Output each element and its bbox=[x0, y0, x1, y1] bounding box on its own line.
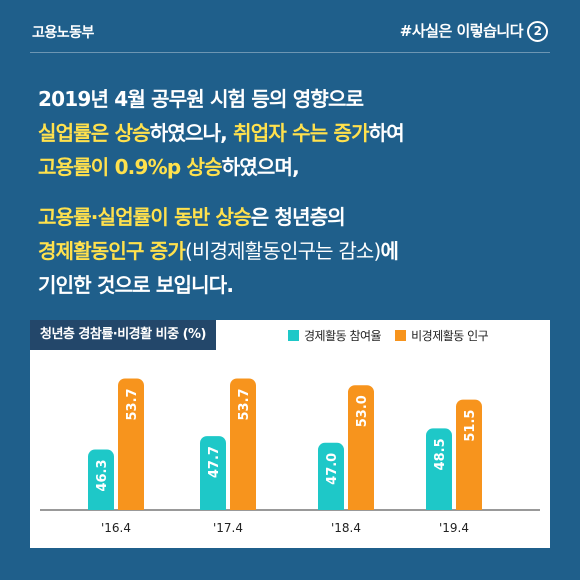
chart-legend: 경제활동 참여율 비경제활동 인구 bbox=[288, 320, 489, 350]
legend-item-series-2: 비경제활동 인구 bbox=[395, 327, 489, 344]
headline-line: 기인한 것으로 보입니다. bbox=[38, 268, 548, 302]
legend-item-series-1: 경제활동 참여율 bbox=[288, 327, 382, 344]
bar-base-0-0 bbox=[88, 503, 114, 510]
headline-highlight: 실업률은 상승 bbox=[38, 121, 151, 145]
headline-line: 고용률·실업률이 동반 상승은 청년층의 bbox=[38, 200, 548, 234]
brand-label: 고용노동부 bbox=[32, 25, 94, 41]
bar-participation-0 bbox=[88, 449, 114, 510]
x-tick-label-2: '18.4 bbox=[331, 521, 361, 535]
headline-text: 은 청년층의 bbox=[250, 205, 346, 229]
data-label-1-3: 51.5 bbox=[463, 410, 478, 442]
series-title: #사실은 이렇습니다 2 bbox=[400, 20, 548, 42]
header-divider bbox=[30, 52, 550, 53]
headline-text: 하였으며, bbox=[221, 155, 300, 179]
bar-base-1-2 bbox=[348, 503, 374, 510]
headline: 2019년 4월 공무원 시험 등의 영향으로 실업률은 상승하였으나, 취업자… bbox=[38, 82, 548, 302]
headline-text: 2019년 4월 공무원 시험 등의 영향으로 bbox=[38, 87, 364, 111]
data-label-0-3: 48.5 bbox=[433, 438, 448, 470]
headline-highlight: 고용률·실업률이 동반 상승 bbox=[38, 205, 252, 229]
headline-highlight: 취업자 수는 증가 bbox=[233, 121, 369, 145]
bar-inactive-1 bbox=[230, 378, 256, 510]
headline-highlight: 고용률이 0.9%p 상승 bbox=[38, 155, 223, 179]
legend-swatch-series-2 bbox=[395, 329, 407, 341]
legend-label-series-2: 비경제활동 인구 bbox=[411, 328, 489, 343]
headline-text: 하였으나, bbox=[149, 121, 234, 145]
chart-title: 청년층 경참률·비경활 비중 (%) bbox=[30, 320, 216, 350]
bar-inactive-3 bbox=[456, 399, 482, 510]
bar-participation-1 bbox=[200, 436, 226, 510]
x-tick-label-1: '17.4 bbox=[213, 521, 243, 535]
bar-participation-3 bbox=[426, 428, 452, 510]
chart-panel: 46.3 53.7 '16.4 47.7 53.7 '17.4 47.0 53.0 '18.4 4… bbox=[30, 320, 550, 548]
bar-base-0-3 bbox=[426, 503, 452, 510]
x-tick-label-0: '16.4 bbox=[101, 521, 131, 535]
headline-line: 고용률이 0.9%p 상승하였으며, bbox=[38, 150, 548, 184]
x-tick-label-3: '19.4 bbox=[439, 521, 469, 535]
headline-line: 2019년 4월 공무원 시험 등의 영향으로 bbox=[38, 82, 548, 116]
data-label-0-1: 47.7 bbox=[207, 446, 222, 478]
data-label-0-0: 46.3 bbox=[95, 459, 110, 491]
headline-text: 에 bbox=[380, 239, 399, 263]
headline-highlight: 경제활동인구 증가 bbox=[38, 239, 186, 263]
series-number-badge: 2 bbox=[527, 21, 548, 42]
headline-paragraph-1: 2019년 4월 공무원 시험 등의 영향으로 실업률은 상승하였으나, 취업자… bbox=[38, 82, 548, 184]
bar-inactive-0 bbox=[118, 378, 144, 510]
bar-base-1-3 bbox=[456, 503, 482, 510]
headline-line: 실업률은 상승하였으나, 취업자 수는 증가하여 bbox=[38, 116, 548, 150]
data-label-1-2: 53.0 bbox=[355, 395, 370, 427]
headline-paragraph-2: 고용률·실업률이 동반 상승은 청년층의 경제활동인구 증가(비경제활동인구는 … bbox=[38, 200, 548, 302]
headline-text: 기인한 것으로 보입니다. bbox=[38, 273, 234, 297]
bar-base-0-1 bbox=[200, 503, 226, 510]
data-label-1-0: 53.7 bbox=[125, 388, 140, 420]
headline-text-light: (비경제활동인구는 감소) bbox=[184, 239, 381, 263]
bar-base-1-1 bbox=[230, 503, 256, 510]
bar-inactive-2 bbox=[348, 385, 374, 510]
legend-swatch-series-1 bbox=[288, 329, 299, 341]
series-title-text: #사실은 이렇습니다 bbox=[399, 22, 524, 40]
bar-chart: 46.3 53.7 '16.4 47.7 53.7 '17.4 47.0 53.0 '18.4 4… bbox=[40, 378, 540, 535]
headline-text: 하여 bbox=[368, 121, 405, 145]
data-label-1-1: 53.7 bbox=[237, 388, 252, 420]
bar-participation-2 bbox=[318, 442, 344, 510]
legend-label-series-1: 경제활동 참여율 bbox=[304, 328, 382, 343]
bar-base-0-2 bbox=[318, 503, 344, 510]
headline-line: 경제활동인구 증가(비경제활동인구는 감소)에 bbox=[38, 234, 548, 268]
header: 고용노동부 #사실은 이렇습니다 2 bbox=[0, 0, 580, 60]
data-label-0-2: 47.0 bbox=[325, 453, 340, 485]
bar-base-1-0 bbox=[118, 503, 144, 510]
